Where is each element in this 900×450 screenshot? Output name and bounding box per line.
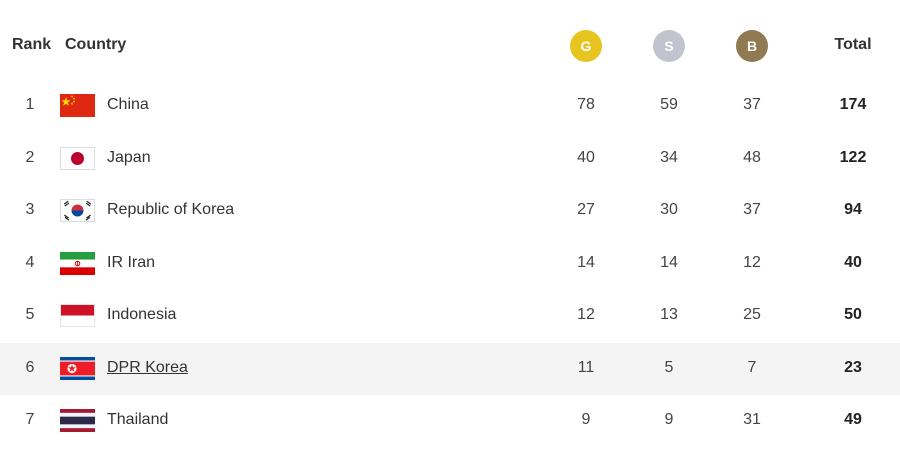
bronze-count: 7 <box>747 359 757 376</box>
gold-count: 27 <box>577 201 595 218</box>
total-count: 174 <box>839 96 867 113</box>
rank-cell: 1 <box>25 96 35 113</box>
gold-count: 14 <box>577 254 595 271</box>
table-row: 5 Indonesia 12 13 25 50 <box>0 290 900 342</box>
japan-flag-icon <box>60 147 95 170</box>
total-count: 49 <box>844 411 862 428</box>
country-name: Japan <box>107 149 151 166</box>
bronze-count: 37 <box>743 201 761 218</box>
gold-count: 9 <box>581 411 591 428</box>
silver-count: 14 <box>660 254 678 271</box>
bronze-medal-icon: B <box>736 30 768 62</box>
table-row: 7 Thailand 9 9 31 49 <box>0 395 900 447</box>
silver-count: 13 <box>660 306 678 323</box>
rank-cell: 2 <box>25 149 35 166</box>
thailand-flag-icon <box>60 409 95 432</box>
table-row: 4 IR Iran 14 14 12 40 <box>0 238 900 290</box>
south-korea-flag-icon <box>60 199 95 222</box>
total-count: 50 <box>844 306 862 323</box>
bronze-count: 25 <box>743 306 761 323</box>
gold-count: 11 <box>577 359 595 376</box>
table-row: 6 DPR Korea 11 5 7 23 <box>0 343 900 395</box>
gold-count: 40 <box>577 149 595 166</box>
silver-count: 9 <box>664 411 674 428</box>
country-name: Thailand <box>107 411 169 428</box>
rank-cell: 7 <box>25 411 35 428</box>
silver-medal-icon: S <box>653 30 685 62</box>
country-link[interactable]: DPR Korea <box>107 359 188 376</box>
table-row: 2 Japan 40 34 48 122 <box>0 133 900 185</box>
north-korea-flag-icon <box>60 357 95 380</box>
silver-count: 59 <box>660 96 678 113</box>
country-name: Indonesia <box>107 306 177 323</box>
bronze-count: 48 <box>743 149 761 166</box>
silver-count: 30 <box>660 201 678 218</box>
table-row: 1 China 78 59 37 174 <box>0 80 900 132</box>
total-count: 40 <box>844 254 862 271</box>
rank-column-header: Rank <box>12 36 52 53</box>
china-flag-icon <box>60 94 95 117</box>
rank-cell: 4 <box>25 254 35 271</box>
silver-count: 5 <box>664 359 674 376</box>
bronze-count: 31 <box>743 411 761 428</box>
country-name: China <box>107 96 149 113</box>
bronze-count: 37 <box>743 96 761 113</box>
gold-medal-icon: G <box>570 30 602 62</box>
bronze-count: 12 <box>743 254 761 271</box>
total-count: 94 <box>844 201 862 218</box>
rank-cell: 3 <box>25 201 35 218</box>
table-row: 3 Republic of Korea 27 30 3 <box>0 185 900 237</box>
silver-count: 34 <box>660 149 678 166</box>
country-column-header: Country <box>65 36 127 53</box>
country-name: Republic of Korea <box>107 201 235 218</box>
total-column-header: Total <box>834 36 872 53</box>
gold-count: 12 <box>577 306 595 323</box>
rank-cell: 6 <box>25 359 35 376</box>
gold-count: 78 <box>577 96 595 113</box>
total-count: 122 <box>839 149 867 166</box>
country-name: IR Iran <box>107 254 156 271</box>
indonesia-flag-icon <box>60 304 95 327</box>
table-header: Rank Country G S B Total <box>0 0 900 86</box>
rank-cell: 5 <box>25 306 35 323</box>
total-count: 23 <box>844 359 862 376</box>
iran-flag-icon <box>60 252 95 275</box>
